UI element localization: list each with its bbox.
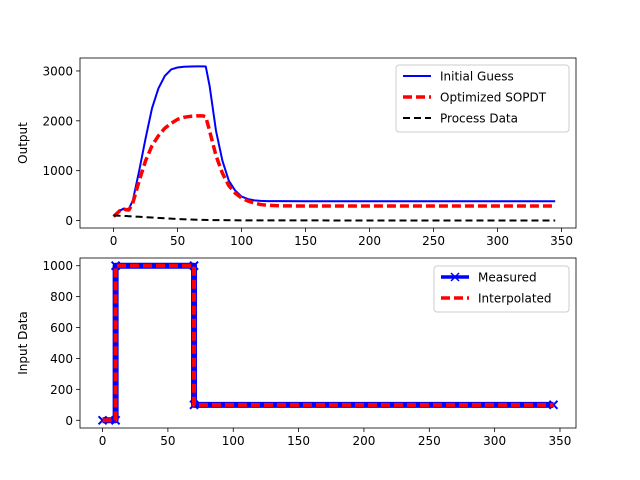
series-line-1 bbox=[102, 263, 554, 423]
x-tick-label: 350 bbox=[550, 234, 573, 248]
y-tick-label: 200 bbox=[50, 383, 73, 397]
plot-area bbox=[97, 261, 559, 425]
y-tick-label: 1000 bbox=[42, 259, 73, 273]
y-tick-label: 1000 bbox=[42, 164, 73, 178]
x-tick-label: 300 bbox=[483, 434, 506, 448]
x-tick-label: 100 bbox=[222, 434, 245, 448]
x-tick-label: 50 bbox=[170, 234, 185, 248]
y-tick-label: 0 bbox=[65, 214, 73, 228]
legend: Measured Interpolated bbox=[433, 265, 570, 313]
x-tick-label: 0 bbox=[99, 434, 107, 448]
x-tick-label: 300 bbox=[486, 234, 509, 248]
series-marker bbox=[110, 261, 121, 271]
legend-label: Initial Guess bbox=[440, 70, 514, 84]
y-tick-label: 800 bbox=[50, 290, 73, 304]
y-axis-label: Input Data bbox=[16, 311, 30, 375]
x-tick-label: 250 bbox=[422, 234, 445, 248]
legend-label: Process Data bbox=[440, 112, 518, 126]
x-tick-label: 50 bbox=[160, 434, 175, 448]
axes-frame bbox=[79, 257, 577, 429]
input-data-axes: 0 50 100 150 200 250 300 350 0 200 400 600 800 1000 In… bbox=[16, 257, 577, 448]
axes-frame bbox=[79, 57, 577, 229]
y-tick-label: 0 bbox=[65, 414, 73, 428]
legend-box bbox=[395, 64, 570, 133]
x-tick-label: 150 bbox=[287, 434, 310, 448]
legend: Initial Guess Optimized SOPDT Process Data bbox=[395, 64, 570, 133]
x-tick-label: 150 bbox=[294, 234, 317, 248]
x-tick-label: 200 bbox=[358, 234, 381, 248]
x-tick-label: 0 bbox=[110, 234, 118, 248]
plot-area bbox=[112, 65, 556, 222]
y-tick-label: 600 bbox=[50, 321, 73, 335]
series-marker bbox=[97, 415, 108, 425]
y-tick-label: 3000 bbox=[42, 64, 73, 78]
y-tick-label: 2000 bbox=[42, 114, 73, 128]
series-line-2 bbox=[113, 214, 556, 222]
output-axes: 0 50 100 150 200 250 300 350 0 1000 2000 3000 Output… bbox=[16, 57, 577, 248]
x-tick-label: 200 bbox=[352, 434, 375, 448]
y-tick-label: 400 bbox=[50, 352, 73, 366]
y-axis-label: Output bbox=[16, 122, 30, 164]
x-tick-label: 100 bbox=[230, 234, 253, 248]
x-tick-label: 250 bbox=[418, 434, 441, 448]
x-tick-label: 350 bbox=[549, 434, 572, 448]
series-marker bbox=[548, 400, 559, 410]
series-marker bbox=[189, 261, 199, 271]
legend-label: Interpolated bbox=[478, 292, 552, 306]
series-line-1 bbox=[112, 114, 556, 218]
legend-label: Optimized SOPDT bbox=[440, 91, 547, 105]
legend-label: Measured bbox=[478, 271, 537, 285]
